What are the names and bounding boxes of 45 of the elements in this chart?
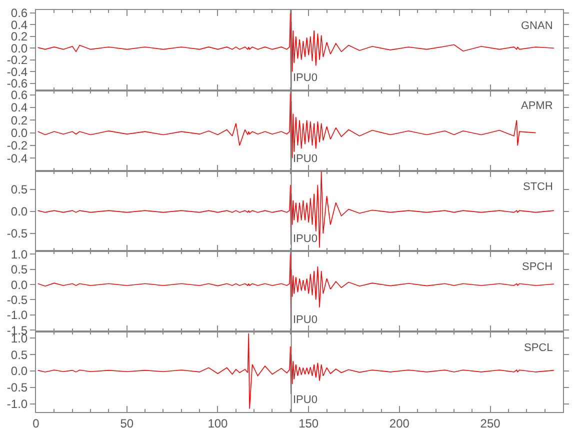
- line-series: [37, 171, 554, 248]
- x-tick-label: 200: [389, 416, 410, 430]
- y-tick-label: 0.6: [10, 6, 28, 20]
- x-tick-label: 50: [120, 416, 134, 430]
- y-tick-label: -0.2: [6, 53, 28, 68]
- annotation: APMR: [521, 100, 553, 112]
- y-tick-label: 0.2: [10, 30, 28, 44]
- line-series: [37, 252, 554, 330]
- y-tick-label: -0.6: [6, 76, 28, 91]
- y-tick-label: 0.4: [10, 18, 28, 32]
- ref-line-label: IPU0: [293, 72, 318, 84]
- y-tick-label: 0.5: [10, 262, 28, 277]
- y-tick-label: -1.0: [6, 397, 28, 411]
- y-tick-label: -0.4: [6, 64, 28, 79]
- y-tick-label: 0.0: [10, 126, 28, 140]
- x-tick-label: 100: [208, 416, 228, 430]
- annotation: SPCH: [522, 261, 553, 273]
- y-tick-label: -0.2: [6, 138, 28, 153]
- y-tick-label: 0.2: [10, 113, 28, 128]
- ref-line-label: IPU0: [293, 394, 318, 406]
- y-tick-label: 0.5: [10, 182, 28, 197]
- ref-line-label: IPU0: [293, 153, 318, 165]
- y-tick-label: 0.6: [10, 88, 28, 102]
- y-tick-label: 0.0: [10, 278, 28, 292]
- ref-line-label: IPU0: [293, 233, 318, 245]
- y-tick-label: 1.0: [10, 247, 28, 262]
- y-tick-label: -1.0: [6, 308, 28, 322]
- y-tick-label: -0.5: [6, 380, 28, 395]
- ref-line-label: IPU0: [293, 314, 318, 326]
- line-series: [37, 11, 554, 90]
- x-tick-label: 250: [480, 416, 501, 430]
- y-tick-label: -0.5: [6, 226, 28, 241]
- y-tick-label: 0.5: [10, 348, 28, 362]
- y-tick-label: 0.0: [10, 41, 28, 56]
- annotation: STCH: [523, 181, 553, 193]
- y-tick-label: -0.5: [6, 292, 28, 307]
- x-tick-label: 150: [298, 416, 319, 430]
- y-tick-label: 0.0: [10, 364, 28, 378]
- x-tick-label: 0: [32, 416, 40, 430]
- y-tick-label: -0.4: [6, 151, 28, 166]
- y-tick-label: 0.4: [10, 100, 28, 115]
- annotation: GNAN: [521, 20, 553, 32]
- line-series: [37, 332, 554, 410]
- annotation: SPCL: [524, 342, 553, 354]
- y-tick-label: 0.0: [10, 204, 28, 219]
